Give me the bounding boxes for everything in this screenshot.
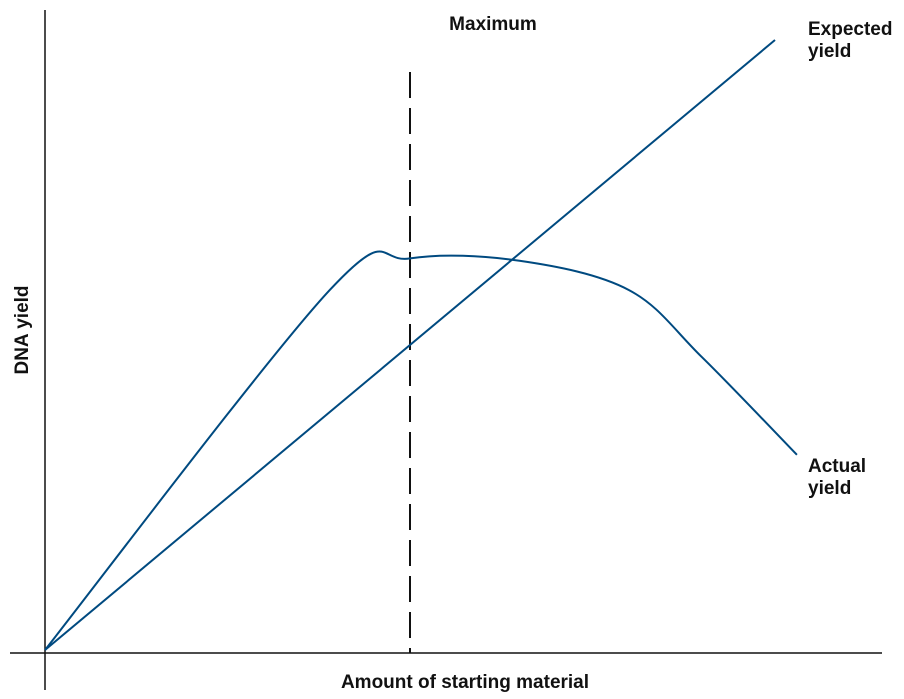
x-axis-title: Amount of starting material — [341, 672, 589, 693]
series-expected-yield-line — [44, 39, 776, 651]
y-axis-title: DNA yield — [12, 285, 33, 374]
series-expected-yield-label: Expected yield — [808, 19, 892, 62]
maximum-annotation-label: Maximum — [449, 14, 537, 35]
series-actual-yield-line — [44, 250, 798, 651]
series-actual-yield-label: Actual yield — [808, 456, 866, 499]
